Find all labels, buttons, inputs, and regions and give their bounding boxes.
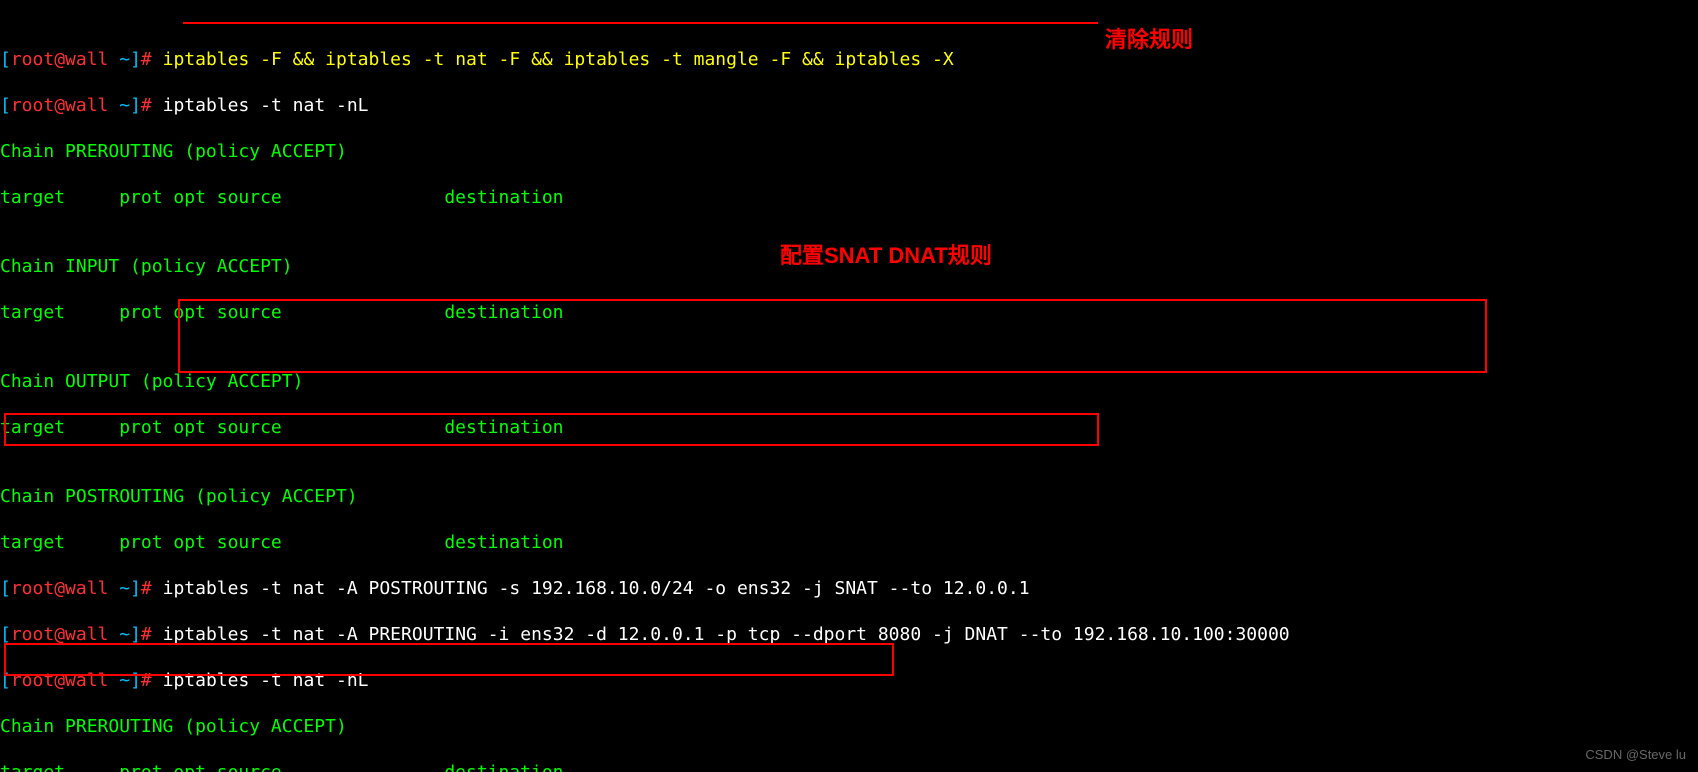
prompt: [root@wall ~]# bbox=[0, 95, 163, 116]
output-line: target prot opt source destination bbox=[0, 186, 1698, 209]
annotation-clear-rules: 清除规则 bbox=[1105, 28, 1193, 51]
annotation-snat-dnat: 配置SNAT DNAT规则 bbox=[780, 244, 992, 267]
prompt: [root@wall ~]# bbox=[0, 578, 163, 599]
line-13: [root@wall ~]# iptables -t nat -A POSTRO… bbox=[0, 577, 1698, 600]
prompt: [root@wall ~]# bbox=[0, 49, 163, 70]
watermark: CSDN @Steve lu bbox=[1585, 743, 1686, 766]
terminal-screen: [root@wall ~]# iptables -F && iptables -… bbox=[0, 0, 1698, 772]
output-line: Chain OUTPUT (policy ACCEPT) bbox=[0, 370, 1698, 393]
output-line: target prot opt source destination bbox=[0, 416, 1698, 439]
cmd-flush: iptables -F && iptables -t nat -F && ipt… bbox=[163, 49, 954, 70]
underline-flush-cmd bbox=[183, 22, 1098, 24]
output-line: target prot opt source destination bbox=[0, 761, 1698, 772]
output-line: Chain PREROUTING (policy ACCEPT) bbox=[0, 140, 1698, 163]
prompt: [root@wall ~]# bbox=[0, 624, 163, 645]
output-line: Chain POSTROUTING (policy ACCEPT) bbox=[0, 485, 1698, 508]
output-line: target prot opt source destination bbox=[0, 301, 1698, 324]
cmd-dnat: iptables -t nat -A PREROUTING -i ens32 -… bbox=[163, 624, 1290, 645]
cmd-list2: iptables -t nat -nL bbox=[163, 670, 369, 691]
line-14: [root@wall ~]# iptables -t nat -A PREROU… bbox=[0, 623, 1698, 646]
cmd-list1: iptables -t nat -nL bbox=[163, 95, 369, 116]
prompt: [root@wall ~]# bbox=[0, 670, 163, 691]
output-line: Chain PREROUTING (policy ACCEPT) bbox=[0, 715, 1698, 738]
line-0: [root@wall ~]# iptables -F && iptables -… bbox=[0, 48, 1698, 71]
line-1: [root@wall ~]# iptables -t nat -nL bbox=[0, 94, 1698, 117]
cmd-snat: iptables -t nat -A POSTROUTING -s 192.16… bbox=[163, 578, 1030, 599]
line-15: [root@wall ~]# iptables -t nat -nL bbox=[0, 669, 1698, 692]
output-line: target prot opt source destination bbox=[0, 531, 1698, 554]
